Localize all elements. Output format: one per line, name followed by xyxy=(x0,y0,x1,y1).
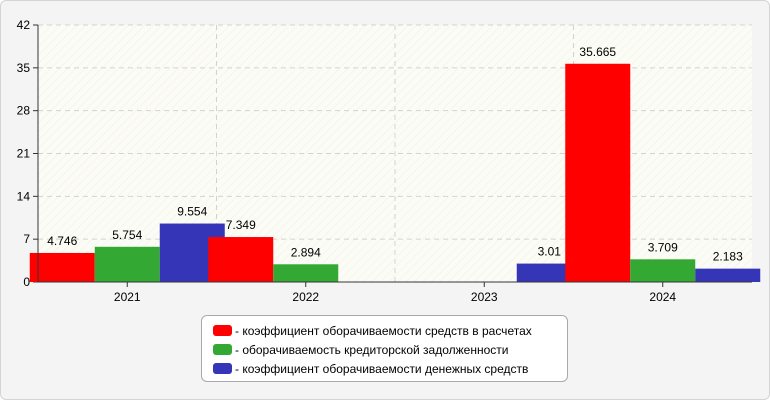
y-tick-label: 7 xyxy=(23,232,30,246)
legend-label-cash: - коэффициент оборачиваемости денежных с… xyxy=(235,361,529,376)
legend-swatch-cash xyxy=(213,363,232,374)
data-label: 2.894 xyxy=(291,245,321,259)
bar-chart: 0 7 14 21 28 35 42 4.746 5.754 9.554 2021 7.349 2.89… xyxy=(17,18,761,304)
x-tick-label: 2021 xyxy=(114,290,141,304)
y-tick-label: 0 xyxy=(23,275,30,289)
x-tick-label: 2024 xyxy=(649,290,676,304)
bar xyxy=(695,268,761,282)
y-tick-label: 28 xyxy=(17,104,31,118)
legend-item-payables-turnover: - оборачиваемость кредиторской задолженн… xyxy=(213,340,567,359)
y-tick-label: 14 xyxy=(17,189,31,203)
y-tick-label: 42 xyxy=(17,18,31,32)
legend-item-cash-turnover: - коэффициент оборачиваемости денежных с… xyxy=(213,359,567,378)
legend-label-payables: - оборачиваемость кредиторской задолженн… xyxy=(235,342,509,357)
y-tick-label: 35 xyxy=(17,61,31,75)
data-label: 2.183 xyxy=(713,250,743,264)
data-label: 4.746 xyxy=(47,234,77,248)
bar xyxy=(208,237,274,282)
x-tick-label: 2023 xyxy=(471,290,498,304)
legend-item-receivables-turnover: - коэффициент оборачиваемости средств в … xyxy=(213,321,567,340)
legend-swatch-payables xyxy=(213,344,232,355)
x-tick-label: 2022 xyxy=(292,290,319,304)
bar xyxy=(29,252,95,282)
bar xyxy=(273,264,339,282)
legend-label-receivables: - коэффициент оборачиваемости средств в … xyxy=(235,323,532,338)
chart-legend: - коэффициент оборачиваемости средств в … xyxy=(201,315,568,382)
data-label: 7.349 xyxy=(226,218,256,232)
data-label: 35.665 xyxy=(579,45,616,59)
data-label: 3.709 xyxy=(648,240,678,254)
bar xyxy=(630,259,696,282)
bar xyxy=(94,246,160,282)
data-label: 3.01 xyxy=(538,245,562,259)
y-tick-label: 21 xyxy=(17,147,31,161)
data-label: 5.754 xyxy=(112,228,142,242)
bar xyxy=(565,63,631,283)
legend-swatch-receivables xyxy=(213,325,232,336)
data-label: 9.554 xyxy=(177,205,207,219)
